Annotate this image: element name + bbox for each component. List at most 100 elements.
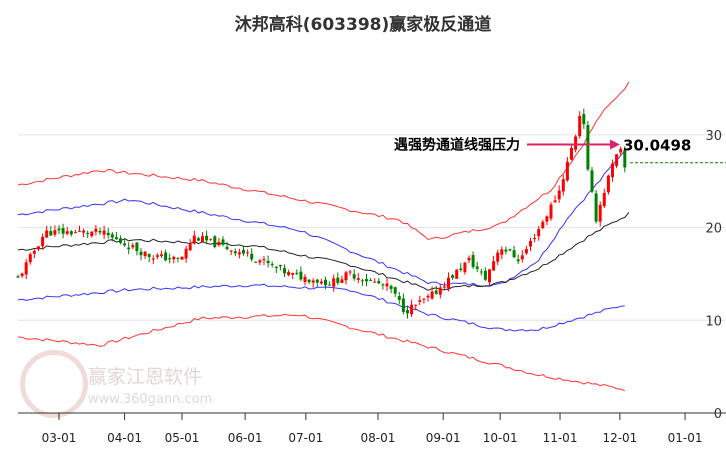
candle-body — [602, 192, 606, 207]
candle-body — [45, 230, 49, 238]
candle-body — [102, 230, 106, 235]
candle-body — [553, 200, 557, 203]
candle-body — [307, 279, 311, 283]
candle-body — [369, 280, 373, 282]
candle-body — [151, 258, 155, 260]
candle-body — [385, 283, 389, 287]
arrow-head-icon — [610, 139, 620, 150]
candle-body — [98, 230, 102, 233]
candle-body — [615, 154, 619, 166]
x-tick-label: 12-01 — [602, 431, 637, 445]
candle-body — [164, 252, 168, 261]
candle-body — [455, 269, 459, 279]
candle-body — [451, 275, 455, 278]
candle-body — [393, 287, 397, 294]
watermark-seal — [20, 350, 88, 418]
candle-body — [278, 264, 282, 267]
candle-body — [586, 125, 590, 170]
candle-body — [229, 250, 233, 252]
x-tick-label: 11-01 — [543, 431, 578, 445]
candle-body — [24, 262, 28, 275]
candle-body — [549, 204, 553, 219]
candle-body — [201, 236, 204, 243]
candle-body — [90, 231, 94, 236]
candle-body — [110, 234, 114, 238]
candle-body — [114, 237, 118, 240]
candle-body — [365, 279, 368, 282]
candle-body — [192, 235, 196, 244]
candle-body — [106, 232, 110, 236]
candle-body — [410, 304, 414, 315]
candle-body — [348, 271, 352, 273]
upper-red-band — [17, 81, 630, 241]
candle-body — [250, 253, 254, 260]
candle-body — [291, 272, 295, 275]
candle-body — [598, 204, 602, 222]
upper-blue-band — [17, 150, 626, 287]
candle-body — [336, 277, 340, 283]
candle-body — [254, 261, 258, 263]
candle-body — [430, 291, 434, 299]
candle-body — [606, 175, 610, 193]
x-tick-label: 01-01 — [668, 431, 703, 445]
watermark-url: www.360gann.com — [88, 392, 213, 407]
y-tick-label: 10 — [705, 314, 722, 329]
candle-body — [377, 280, 381, 284]
candle-body — [324, 279, 327, 286]
candle-body — [94, 228, 98, 232]
candle-body — [41, 236, 45, 247]
candle-body — [61, 228, 65, 234]
candle-body — [155, 255, 159, 257]
candle-body — [619, 148, 623, 153]
x-tick-label: 07-01 — [288, 431, 323, 445]
candle-body — [139, 251, 143, 256]
candle-body — [590, 170, 594, 192]
candle-body — [221, 239, 225, 245]
candle-body — [119, 238, 122, 243]
candle-body — [123, 243, 127, 246]
candle-body — [360, 280, 364, 282]
candle-body — [533, 238, 537, 240]
candle-body — [86, 233, 90, 235]
x-tick-label: 04-01 — [107, 431, 142, 445]
candle-body — [315, 279, 319, 283]
candle-body — [373, 281, 377, 283]
candle-body — [479, 271, 483, 273]
candle-body — [28, 254, 32, 263]
candle-body — [508, 249, 512, 251]
candle-body — [180, 256, 184, 260]
candle-body — [233, 251, 237, 254]
candle-body — [65, 231, 69, 234]
candle-body — [147, 254, 151, 257]
candle-body — [78, 230, 81, 232]
candle-body — [217, 241, 221, 246]
y-tick-label: 20 — [705, 222, 722, 237]
candle-body — [184, 248, 188, 259]
candle-body — [504, 249, 508, 252]
candle-body — [274, 266, 278, 268]
candle-body — [541, 221, 545, 229]
candle-body — [426, 295, 430, 298]
x-tick-label: 03-01 — [42, 431, 77, 445]
candle-body — [512, 250, 516, 258]
candle-body — [160, 254, 163, 256]
candle-body — [418, 300, 422, 302]
candle-body — [459, 268, 463, 270]
candle-body — [127, 247, 131, 250]
candle-body — [69, 231, 73, 235]
lower-blue-band — [17, 283, 625, 332]
candle-body — [401, 298, 405, 312]
candle-body — [442, 286, 446, 288]
center-line — [17, 212, 630, 291]
x-tick-label: 09-01 — [426, 431, 461, 445]
candle-body — [574, 136, 578, 150]
candle-body — [471, 255, 475, 267]
candle-body — [176, 257, 180, 259]
candle-body — [172, 256, 176, 260]
candle-body — [299, 271, 303, 280]
candle-body — [37, 246, 40, 250]
watermark-name: 赢家江恩软件 — [88, 366, 203, 388]
candle-body — [570, 147, 573, 160]
candle-body — [500, 249, 504, 255]
